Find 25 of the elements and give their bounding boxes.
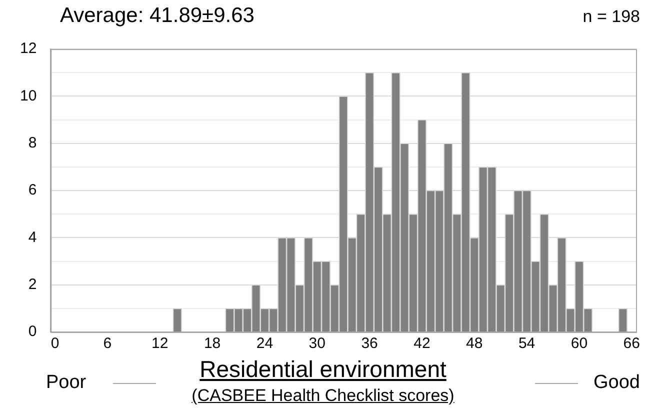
y-tick-label: 4 xyxy=(28,228,37,246)
x-tick-label: 6 xyxy=(103,335,112,352)
y-tick-label: 2 xyxy=(28,276,37,293)
text: n = 198 xyxy=(582,7,640,27)
x-tick-label: 48 xyxy=(466,335,483,352)
y-tick-label: 0 xyxy=(28,323,37,340)
y-tick-label: 8 xyxy=(28,134,37,152)
y-tick-label: 12 xyxy=(20,40,37,58)
x-tick-label: 42 xyxy=(414,335,430,352)
x-tick-label: 60 xyxy=(570,335,588,352)
text: (CASBEE Health Checklist scores) xyxy=(192,386,454,405)
x-tick-label: 36 xyxy=(361,335,378,352)
x-tick-label: 30 xyxy=(308,335,326,352)
x-tick-label: 54 xyxy=(518,335,536,352)
x-tick-label: 18 xyxy=(204,335,221,352)
x-tick-label: 12 xyxy=(152,335,168,352)
x-axis-title: Residential environment xyxy=(200,356,446,382)
x-tick-label: 0 xyxy=(50,335,60,352)
text: Good xyxy=(594,372,640,394)
x-tick-label: 24 xyxy=(256,335,274,352)
y-tick-label: 10 xyxy=(20,87,37,104)
chart-title: Average: 41.89±9.63 xyxy=(60,4,254,28)
y-tick-label: 6 xyxy=(28,182,37,199)
x-tick-label: 66 xyxy=(623,335,640,352)
text: Poor xyxy=(46,372,86,394)
